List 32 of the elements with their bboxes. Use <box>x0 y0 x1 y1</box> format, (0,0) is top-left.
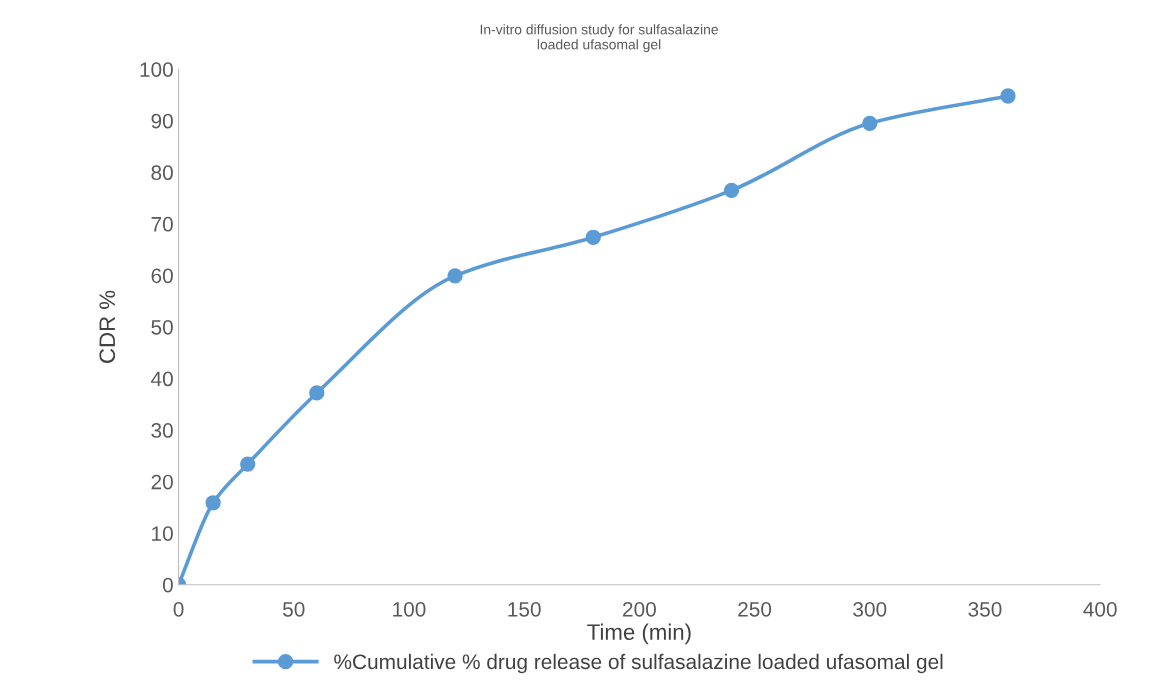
y-axis-title: CDR % <box>99 290 116 363</box>
x-tick-label: 100 <box>393 601 426 617</box>
y-tick-label: 60 <box>151 268 173 284</box>
y-tick-label: 30 <box>151 423 173 438</box>
y-tick-label: 10 <box>152 526 173 541</box>
point <box>240 456 256 472</box>
chart-title: In-vitro diffusion study for sulfasalazine loaded ufasomal gel <box>480 24 718 53</box>
y-tick-label: 100 <box>140 62 173 77</box>
y-tick-label: 50 <box>151 319 173 335</box>
point <box>585 229 601 245</box>
y-tick-label: 80 <box>151 165 173 181</box>
point <box>862 115 878 131</box>
point <box>723 182 740 198</box>
x-tick-label: 200 <box>623 601 656 617</box>
x-tick-label: 150 <box>508 601 541 617</box>
y-tick-label: 0 <box>162 577 173 593</box>
point <box>205 495 221 511</box>
x-tick-label: 250 <box>738 601 772 617</box>
point <box>447 268 463 284</box>
x-tick-label: 400 <box>1083 601 1117 617</box>
y-tick-label: 70 <box>151 216 173 232</box>
point <box>1000 88 1016 104</box>
x-tick-label: 0 <box>173 601 184 617</box>
x-tick-label: 300 <box>853 601 887 617</box>
point <box>309 385 325 401</box>
y-tick-label: 20 <box>151 474 173 490</box>
legend-label: %Cumulative % drug release of sulfasalazine loaded ufasomal gel <box>334 653 943 674</box>
x-tick-label: 50 <box>283 601 305 617</box>
y-tick-label: 40 <box>151 371 173 387</box>
x-tick-label: 350 <box>968 601 1002 617</box>
y-tick-label: 90 <box>151 113 173 129</box>
x-axis-title: Time (min) <box>587 623 691 645</box>
